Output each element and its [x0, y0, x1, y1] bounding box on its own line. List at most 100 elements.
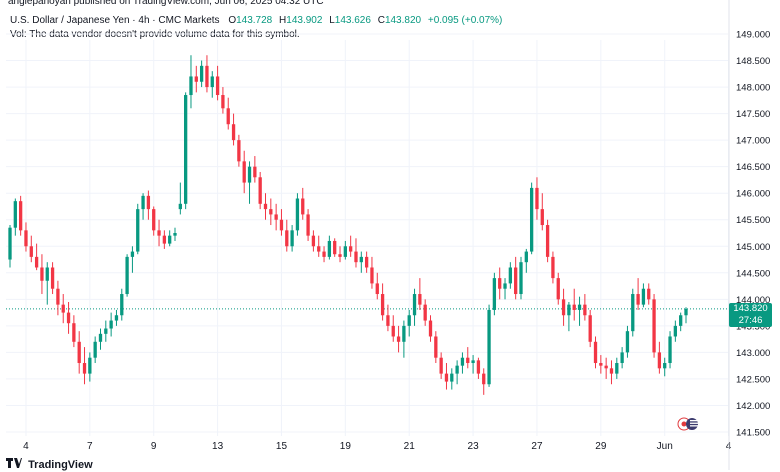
candle-body [508, 267, 512, 284]
candle-body [380, 294, 385, 316]
candle-body [157, 230, 161, 236]
candle-body [620, 352, 624, 364]
candle-body [652, 299, 656, 353]
x-tick-label: Jun [657, 441, 673, 452]
high-label: H [279, 15, 287, 26]
candle-body [8, 227, 12, 260]
candle-body [476, 360, 481, 374]
y-tick-label: 142.500 [736, 374, 770, 385]
candle-body [93, 341, 97, 358]
y-tick-label: 147.500 [736, 109, 770, 120]
candle-body [45, 267, 49, 281]
y-tick-label: 144.000 [736, 295, 770, 306]
candle-body [545, 225, 550, 257]
x-tick-label: 27 [531, 441, 543, 452]
y-tick-label: 141.500 [736, 428, 770, 439]
candle-body [327, 240, 332, 257]
candle-body [237, 140, 241, 162]
candle-body [77, 341, 81, 364]
candle-body [247, 166, 252, 183]
x-tick-label: 4 [23, 441, 29, 452]
candle-body [428, 320, 433, 337]
high-value: 143.902 [286, 15, 323, 26]
us-jp-flag-icon[interactable] [676, 417, 700, 431]
candle-body [215, 76, 220, 96]
candle-body [242, 161, 246, 183]
x-tick-label: 19 [340, 441, 352, 452]
candle-body [402, 325, 406, 342]
low-value: 143.626 [334, 15, 371, 26]
candle-body [210, 76, 214, 88]
candle-body [492, 278, 497, 310]
candle-body [173, 233, 177, 236]
close-value: 143.820 [384, 15, 422, 26]
y-tick-label: 145.000 [736, 242, 770, 253]
x-tick-label: 21 [404, 441, 416, 452]
candle-body [146, 195, 151, 210]
candle-body [444, 373, 449, 382]
candle-body [636, 294, 640, 305]
footer-brand-label: TradingView [28, 459, 93, 471]
x-tick-label: 23 [468, 441, 480, 452]
candle-body [317, 246, 321, 252]
low-label: L [329, 15, 335, 26]
candle-body [572, 304, 576, 310]
candle-body [561, 299, 566, 316]
candle-body [668, 336, 672, 364]
candle-body [524, 251, 528, 263]
y-tick-label: 148.000 [736, 83, 770, 94]
footer-brand[interactable]: TradingView [6, 458, 93, 472]
candle-body [631, 294, 635, 332]
candle-body [657, 352, 662, 369]
tradingview-logo-icon [6, 458, 22, 472]
candle-body [18, 201, 23, 231]
candle-body [567, 304, 571, 316]
candle-body [455, 365, 459, 374]
candle-body [253, 166, 257, 178]
candle-body [354, 251, 358, 263]
candle-body [466, 357, 470, 364]
y-tick-label: 143.000 [736, 348, 770, 359]
y-tick-label: 146.500 [736, 162, 770, 173]
candle-body [647, 288, 651, 300]
candle-body [269, 209, 273, 215]
last-price-value: 143.820 [733, 303, 768, 314]
candle-body [263, 203, 268, 210]
candle-body [599, 363, 603, 366]
candle-body [333, 240, 337, 255]
candle-body [663, 363, 667, 369]
candle-body [136, 209, 140, 252]
candle-body [418, 294, 422, 305]
candle-body [556, 278, 560, 300]
candle-body [615, 363, 619, 374]
candle-body [50, 267, 55, 289]
symbol-title[interactable]: U.S. Dollar / Japanese Yen · 4h · CMC Ma… [10, 15, 220, 26]
candle-body [673, 325, 678, 337]
candle-body [625, 331, 630, 353]
candle-body [40, 267, 44, 281]
candle-body [311, 235, 316, 247]
candle-body [120, 294, 124, 316]
candle-body [29, 246, 33, 257]
candle-body [221, 95, 225, 109]
candle-body [519, 262, 523, 295]
candle-body [498, 278, 502, 289]
candle-body [593, 341, 598, 364]
candle-body [125, 256, 129, 295]
candle-body [290, 230, 294, 247]
candle-body [34, 256, 39, 268]
candle-body [583, 304, 587, 316]
candle-body [391, 325, 395, 337]
candle-body [577, 304, 582, 310]
candle-body [189, 76, 193, 96]
candle-body [588, 315, 592, 342]
candle-body [285, 230, 289, 247]
candle-body [114, 315, 119, 321]
y-tick-label: 145.500 [736, 215, 770, 226]
candle-body [61, 304, 65, 313]
y-tick-label: 146.000 [736, 189, 770, 200]
chart-header: U.S. Dollar / Japanese Yen · 4h · CMC Ma… [10, 14, 506, 28]
y-tick-label: 149.000 [736, 30, 770, 41]
candle-body [56, 288, 60, 305]
